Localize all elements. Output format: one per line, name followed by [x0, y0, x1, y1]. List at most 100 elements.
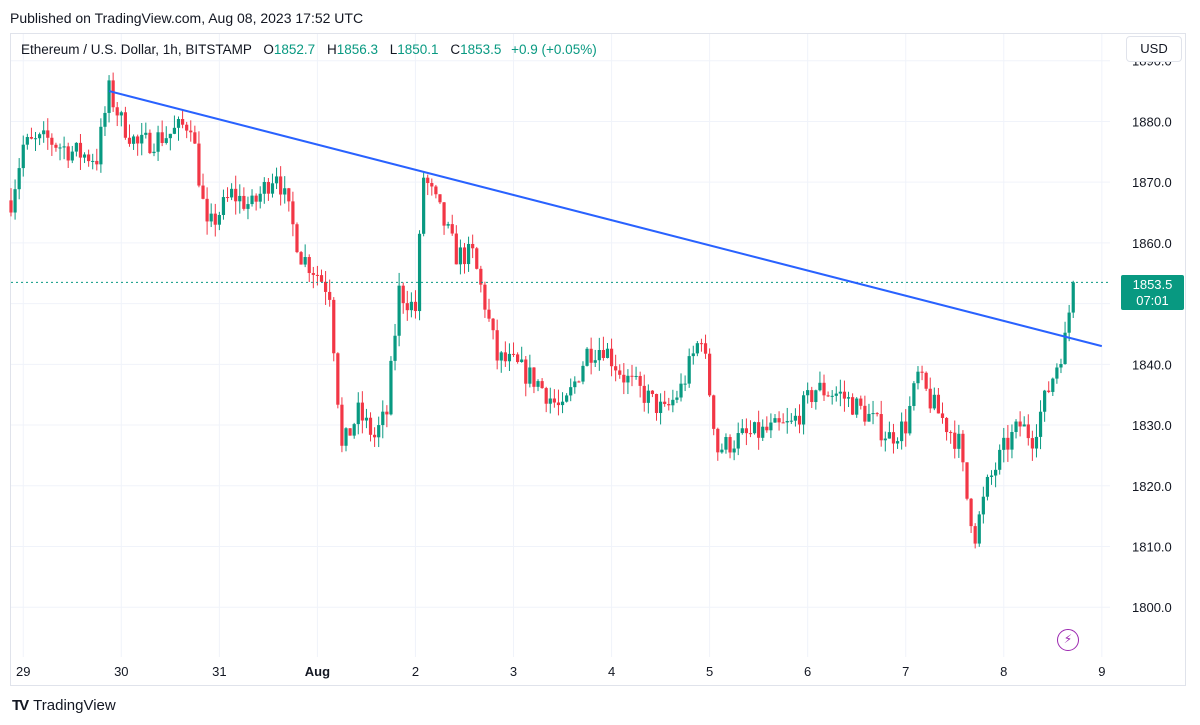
candle-body [511, 353, 516, 355]
candle-body [569, 387, 573, 396]
candle-body [822, 382, 826, 396]
candle-body [274, 176, 279, 184]
candle-body [356, 402, 360, 425]
candle-body [1026, 424, 1030, 439]
candle-body [834, 393, 838, 396]
candle-body [475, 248, 479, 269]
candle-body [323, 281, 328, 292]
candle-body [1018, 421, 1022, 427]
candle-body [977, 514, 981, 544]
time-tick-label: Aug [305, 664, 330, 679]
candle-body [368, 417, 373, 435]
candle-body [528, 367, 532, 384]
candle-body [552, 398, 556, 403]
candle-body [691, 353, 695, 357]
candle-body [801, 395, 806, 425]
candle-body [654, 393, 659, 414]
candle-body [103, 112, 107, 127]
candle-body [131, 136, 136, 144]
candle-body [973, 526, 977, 544]
candle-body [238, 195, 242, 202]
candle-body [246, 204, 250, 209]
candle-body [1063, 332, 1067, 365]
symbol-legend[interactable]: Ethereum / U.S. Dollar, 1h, BITSTAMP O18… [21, 42, 597, 57]
candle-body [904, 421, 908, 434]
candle-body [250, 195, 254, 205]
candle-body [234, 188, 238, 202]
candle-body [597, 349, 601, 361]
candle-body [924, 372, 928, 389]
candle-body [724, 437, 728, 450]
candle-body [842, 391, 847, 399]
close-label: C [450, 42, 461, 57]
candle-body [961, 433, 965, 463]
candle-body [466, 243, 471, 265]
candle-body [136, 136, 140, 144]
candle-body [111, 80, 115, 108]
price-tick-label: 1870.0 [1132, 175, 1172, 190]
candle-body [209, 213, 213, 222]
candle-body [217, 214, 221, 225]
time-tick-label: 29 [16, 664, 30, 679]
high-label: H [326, 42, 337, 57]
candle-body [769, 422, 773, 431]
candle-body [814, 390, 818, 403]
candle-body [998, 449, 1002, 470]
candle-body [609, 348, 614, 367]
candle-body [605, 348, 610, 358]
last-price-badge: 1853.5 07:01 [1121, 275, 1184, 310]
candle-body [871, 413, 875, 415]
candle-body [13, 189, 17, 213]
candle-body [957, 433, 961, 449]
brand-footer[interactable]: TV TradingView [12, 697, 116, 714]
candle-body [25, 137, 29, 145]
candle-body [193, 132, 197, 144]
candle-body [932, 394, 936, 409]
candle-body [340, 404, 344, 446]
candle-body [397, 285, 401, 336]
currency-button[interactable]: USD [1126, 36, 1182, 62]
candle-body [46, 130, 50, 138]
price-tick-label: 1840.0 [1132, 357, 1172, 372]
candle-body [1047, 390, 1051, 392]
time-tick-label: 31 [212, 664, 226, 679]
candle-body [752, 422, 757, 434]
candle-body [315, 274, 320, 276]
candle-body [405, 303, 409, 311]
candle-body [695, 343, 699, 354]
candle-body [536, 381, 540, 387]
candle-body [895, 441, 900, 444]
open-label: O [263, 42, 274, 57]
candle-body [565, 395, 569, 402]
candle-body [295, 224, 299, 253]
candle-body [593, 360, 597, 363]
candle-body [516, 354, 520, 363]
candle-body [838, 391, 842, 394]
candle-body [793, 415, 798, 421]
candle-body [1038, 411, 1043, 437]
candle-body [585, 348, 589, 366]
candle-body [434, 186, 438, 195]
candle-body [622, 374, 626, 383]
open-value: 1852.7 [273, 42, 316, 57]
lightning-alert-icon[interactable]: ⚡ [1057, 629, 1079, 651]
time-tick-label: 2 [412, 664, 419, 679]
candle-body [471, 243, 475, 249]
candle-body [381, 411, 385, 426]
candle-body [185, 124, 189, 131]
candle-body [940, 413, 945, 418]
candle-body [744, 428, 748, 434]
candle-body [953, 432, 957, 449]
candle-body [336, 353, 340, 405]
candle-body [62, 146, 66, 148]
candle-body [985, 476, 990, 497]
candle-body [900, 421, 904, 442]
candle-body [981, 496, 985, 515]
candle-body [197, 143, 201, 186]
candle-body [462, 247, 467, 265]
candle-body [944, 417, 949, 433]
candle-body [703, 343, 708, 354]
candle-body [50, 137, 54, 145]
candle-body [413, 301, 418, 312]
